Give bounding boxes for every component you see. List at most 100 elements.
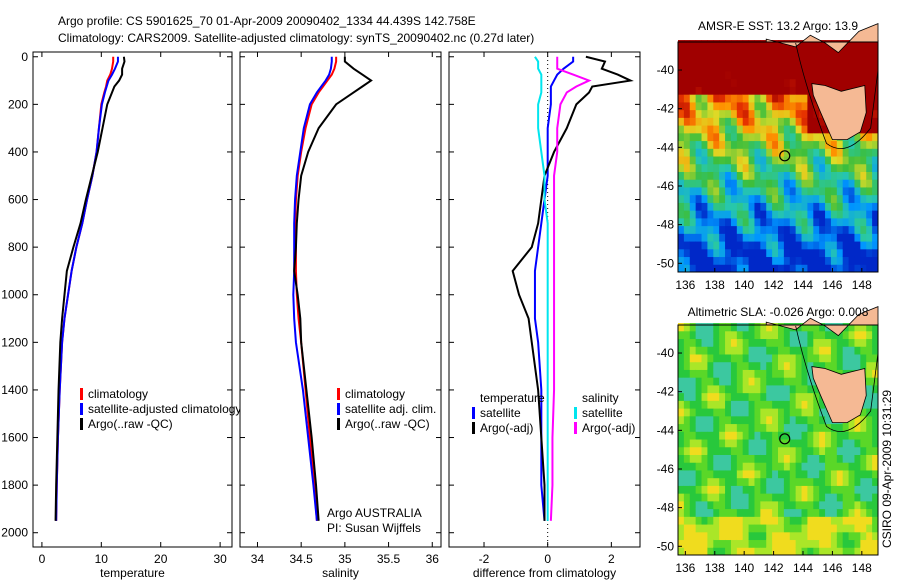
map-cell [719, 454, 726, 463]
map-cell [854, 469, 861, 479]
map-cell [772, 148, 779, 157]
map-cell [725, 338, 732, 347]
map-cell [713, 508, 720, 517]
map-cell [730, 40, 738, 49]
map-cell [760, 531, 767, 541]
credit-line-1: Argo AUSTRALIA [327, 506, 422, 520]
map-cell [701, 369, 708, 378]
map-cell [730, 217, 738, 227]
map-cell [783, 330, 791, 340]
map-cell [678, 264, 685, 273]
map-cell [766, 140, 773, 149]
map-cell [707, 256, 714, 265]
map-cell [707, 101, 714, 111]
map-cell [695, 547, 703, 556]
map-cell [783, 217, 791, 227]
map-cell [760, 70, 767, 80]
map-cell [778, 63, 785, 72]
map-cell [801, 338, 808, 347]
map-cell [819, 415, 826, 425]
map-cell [701, 256, 708, 265]
map-cell [801, 439, 808, 448]
map-cell [695, 500, 703, 510]
map-cell [736, 132, 744, 142]
map-x-tick-label: 144 [793, 561, 813, 575]
map-cell [836, 361, 844, 370]
map-cell [701, 148, 708, 157]
map-cell [866, 516, 873, 525]
map-cell [819, 40, 826, 49]
map-cell [836, 539, 844, 548]
map-cell [819, 264, 826, 273]
map-cell [778, 248, 785, 258]
map-cell [678, 217, 685, 227]
map-cell [766, 109, 773, 118]
map-cell [678, 431, 685, 440]
map-cell [742, 101, 750, 111]
map-cell [683, 94, 691, 103]
map-cell [683, 217, 691, 227]
map-cell [719, 264, 726, 273]
map-cell [772, 485, 779, 494]
map-cell [825, 524, 832, 533]
map-cell [848, 469, 855, 479]
map-cell [801, 63, 808, 72]
map-cell [772, 446, 779, 455]
map-cell [707, 408, 714, 417]
map-cell [719, 248, 726, 258]
map-cell [860, 415, 867, 425]
map-cell [689, 55, 697, 64]
map-cell [819, 493, 826, 502]
map-cell [742, 346, 750, 355]
map-cell [801, 493, 808, 502]
map-cell [807, 508, 814, 517]
map-cell [789, 132, 797, 142]
map-cell [789, 179, 797, 188]
map-cell [830, 202, 838, 211]
map-cell [772, 353, 779, 363]
map-cell [730, 377, 738, 386]
map-cell [748, 109, 755, 118]
map-cell [683, 256, 691, 265]
map-cell [830, 163, 838, 172]
map-cell [742, 47, 750, 57]
map-cell [695, 63, 703, 72]
map-cell [842, 256, 850, 265]
map-cell [683, 186, 691, 196]
map-cell [760, 186, 767, 196]
map-cell [730, 101, 738, 111]
map-cell [766, 101, 773, 111]
map-y-tick-label: -50 [657, 256, 675, 270]
map-cell [807, 233, 814, 242]
map-cell [789, 86, 797, 95]
map-cell [695, 140, 703, 149]
map-cell [701, 171, 708, 180]
map-cell [848, 346, 855, 355]
map-cell [701, 439, 708, 448]
map-cell [872, 500, 879, 510]
map-cell [783, 392, 791, 401]
map-cell [754, 469, 761, 479]
map-cell [760, 148, 767, 157]
map-cell [701, 353, 708, 363]
map-cell [866, 338, 873, 347]
map-cell [766, 323, 773, 332]
land-tasmania [811, 366, 867, 424]
map-cell [848, 47, 855, 57]
map-cell [736, 156, 744, 165]
map-cell [760, 109, 767, 118]
map-cell [836, 163, 844, 172]
map-cell [848, 516, 855, 525]
map-y-tick-label: -44 [657, 140, 675, 154]
map-cell [830, 353, 838, 363]
map-cell [866, 462, 873, 471]
map-cell [860, 516, 867, 525]
map-cell [719, 47, 726, 57]
map-cell [801, 233, 808, 242]
map-cell [789, 392, 797, 401]
map-cell [689, 256, 697, 265]
map-cell [730, 400, 738, 409]
legend-label: climatology [88, 387, 148, 401]
map-cell [748, 423, 755, 432]
map-cell [766, 132, 773, 142]
